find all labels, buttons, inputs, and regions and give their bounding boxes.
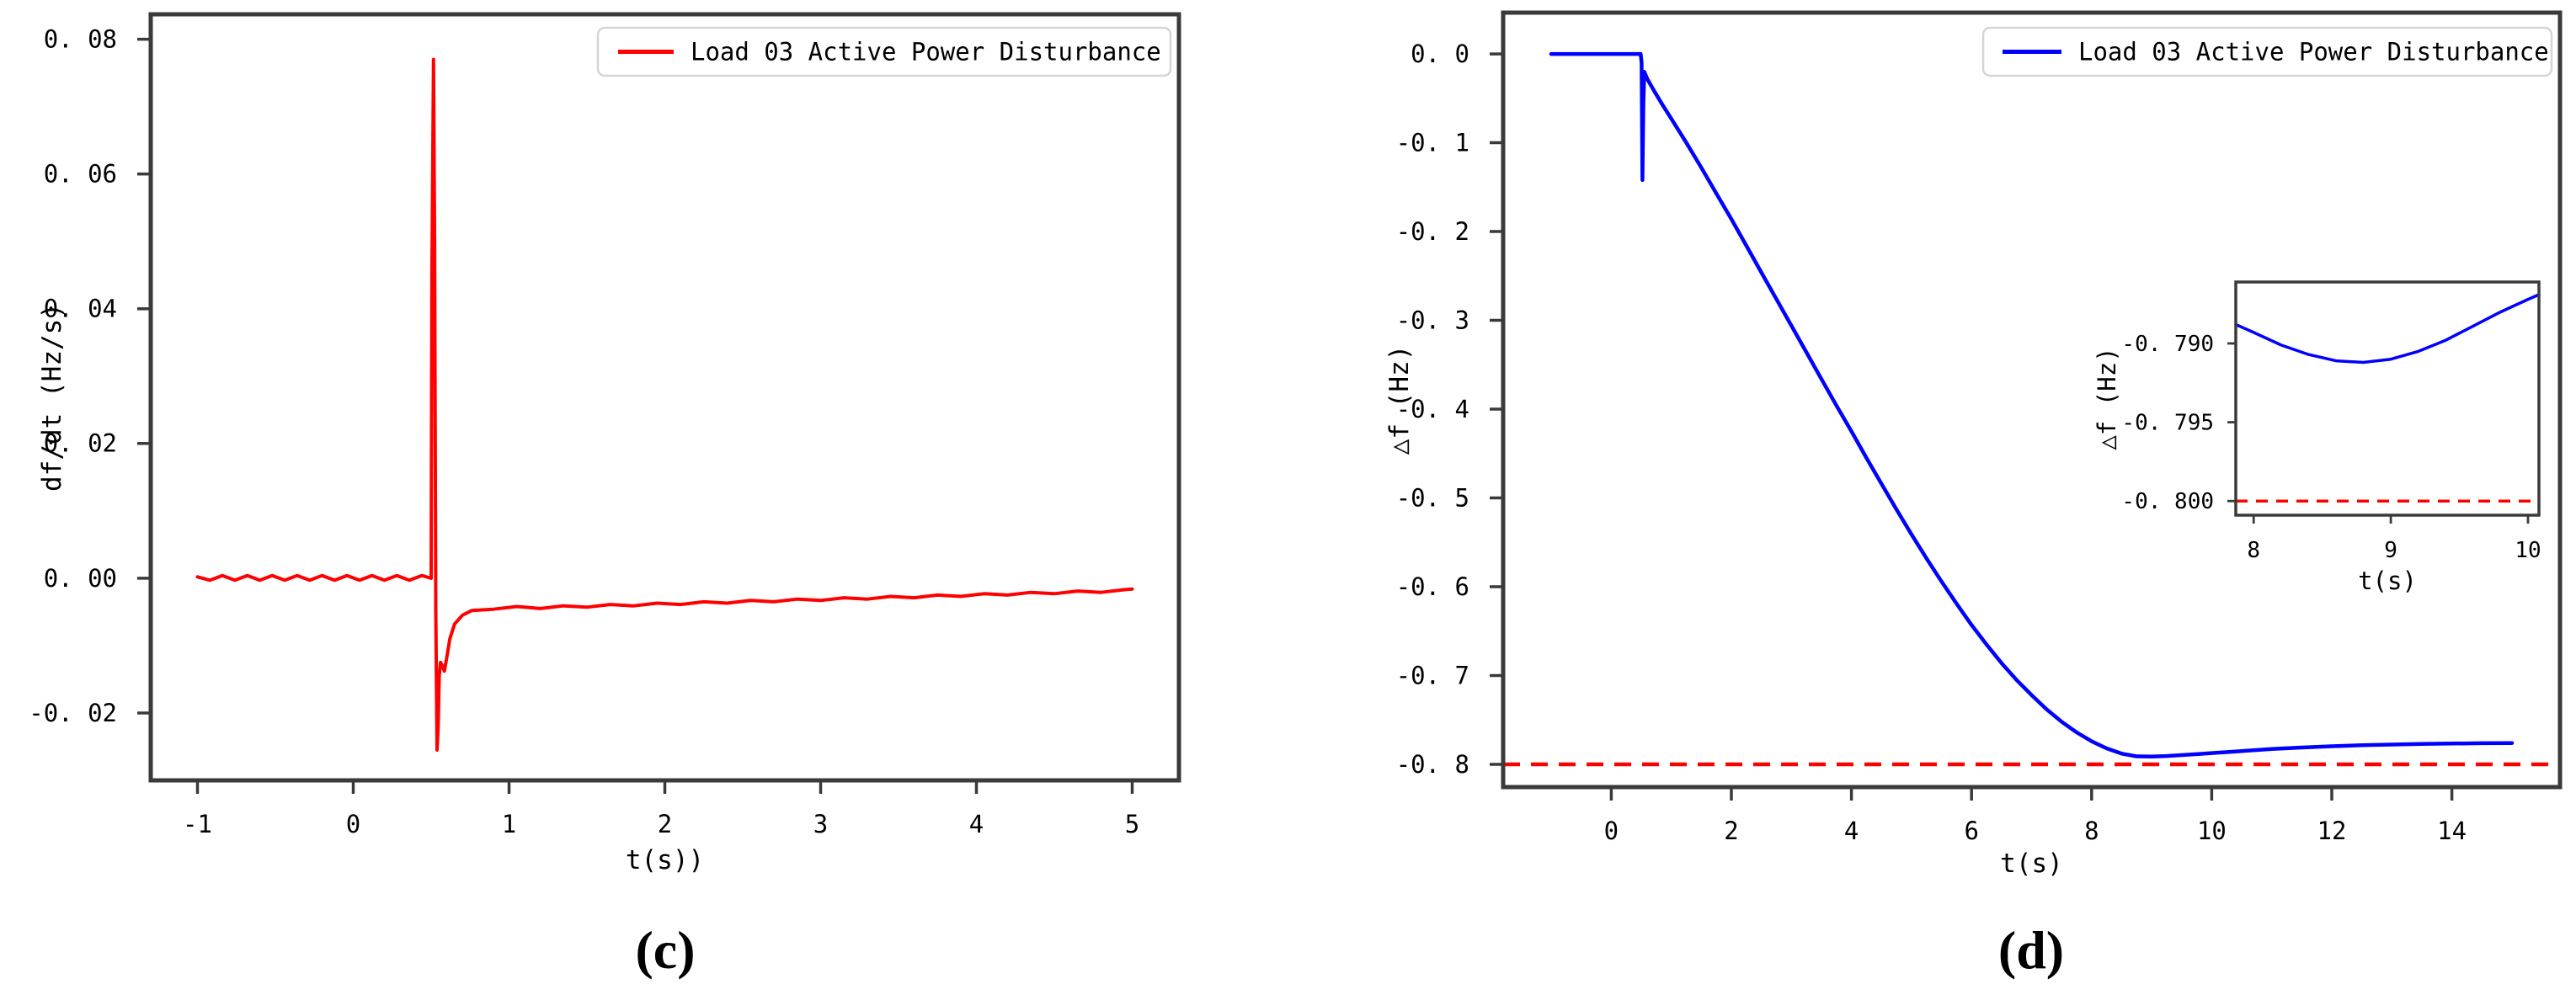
- legend-label: Load 03 Active Power Disturbance: [2078, 37, 2549, 66]
- x-axis-label: t(s)): [626, 845, 704, 875]
- y-tick-label: -0. 8: [1396, 750, 1469, 779]
- plot-border: [1501, 10, 2563, 790]
- legend-box: [1981, 26, 2553, 77]
- x-tick-label: 3: [813, 810, 828, 838]
- y-tick-label: 0. 00: [44, 564, 117, 593]
- x-tick-label: 0: [346, 810, 360, 838]
- x-tick-label: 12: [2317, 817, 2347, 845]
- chart-c: -1 0 1 2 3 4 5 0. 08 0. 06 0. 04 0. 02 0. 00 -0. 02 t…: [29, 12, 1181, 875]
- y-tick-label: -0. 800: [2121, 489, 2214, 514]
- y-axis-label: df/dt (Hz/s): [37, 303, 67, 492]
- y-axis-label: △f (Hz): [2093, 347, 2121, 450]
- caption-c: (c): [635, 920, 695, 980]
- x-tick-label: 4: [969, 810, 984, 838]
- x-tick-label: -1: [183, 810, 212, 838]
- x-tick-label: 8: [2247, 538, 2260, 563]
- x-tick-label: 6: [1964, 817, 1978, 845]
- legend-label: Load 03 Active Power Disturbance: [691, 37, 1161, 66]
- series-line: [1549, 51, 2515, 758]
- x-axis-label: t(s): [2000, 849, 2063, 879]
- x-tick-label: 2: [658, 810, 672, 838]
- x-tick-label: 10: [2515, 538, 2541, 563]
- x-tick-label: 4: [1844, 817, 1859, 845]
- plot-border: [2234, 280, 2541, 517]
- series-line: [195, 57, 1134, 752]
- series-line: [2234, 293, 2541, 364]
- legend-box: [596, 26, 1172, 77]
- y-tick-label: 0. 04: [44, 295, 117, 323]
- y-tick-label: -0. 02: [29, 699, 117, 727]
- y-tick-label: 0. 0: [1411, 40, 1469, 68]
- chart-d: 0 2 4 6 8 10 12 14 0. 0 -0. 1 -0. 2 -0. 3 -0. 4 -0. 5…: [1384, 10, 2563, 879]
- y-tick-label: 0. 02: [44, 429, 117, 458]
- y-axis-label: △f (Hz): [1384, 345, 1415, 455]
- x-tick-label: 1: [502, 810, 516, 838]
- chart-d-inset: 8 9 10 -0. 790 -0. 795 -0. 800 t(s) △f (Hz): [2093, 280, 2541, 595]
- y-tick-label: -0. 4: [1396, 395, 1469, 423]
- x-tick-label: 9: [2384, 538, 2397, 563]
- plot-border: [148, 12, 1181, 783]
- y-tick-label: 0. 06: [44, 160, 117, 189]
- x-tick-label: 10: [2197, 817, 2227, 845]
- x-tick-label: 2: [1724, 817, 1738, 845]
- x-tick-label: 5: [1125, 810, 1139, 838]
- y-tick-label: -0. 5: [1396, 483, 1469, 512]
- x-axis-label: t(s): [2358, 567, 2417, 595]
- y-tick-label: -0. 1: [1396, 128, 1469, 157]
- y-tick-label: 0. 08: [44, 24, 117, 53]
- x-tick-label: 8: [2084, 817, 2099, 845]
- y-tick-label: -0. 795: [2121, 410, 2214, 435]
- x-tick-label: 14: [2437, 817, 2467, 845]
- caption-d: (d): [1998, 920, 2064, 980]
- y-tick-label: -0. 6: [1396, 572, 1469, 601]
- y-tick-label: -0. 3: [1396, 306, 1469, 334]
- y-tick-label: -0. 7: [1396, 661, 1469, 689]
- y-tick-label: -0. 790: [2121, 332, 2214, 357]
- x-tick-label: 0: [1604, 817, 1619, 845]
- y-tick-label: -0. 2: [1396, 217, 1469, 246]
